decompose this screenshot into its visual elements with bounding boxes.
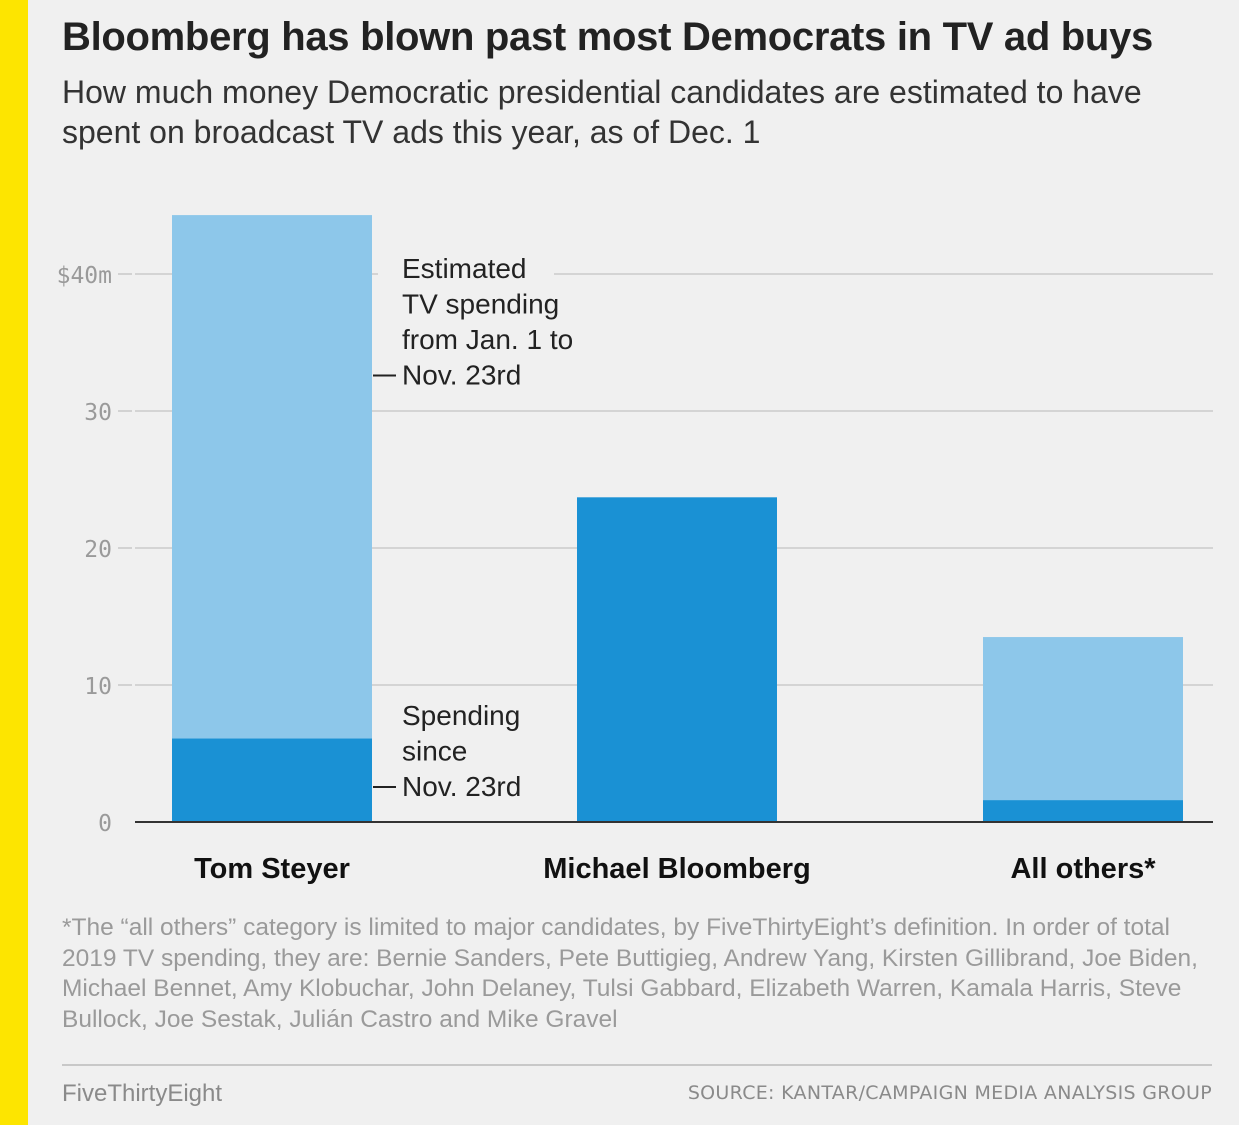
bar-segment bbox=[577, 497, 777, 822]
x-category-label: Michael Bloomberg bbox=[543, 853, 811, 885]
annotation-text: since bbox=[402, 736, 467, 767]
source-credit: SOURCE: KANTAR/CAMPAIGN MEDIA ANALYSIS G… bbox=[687, 1082, 1212, 1104]
bar-segment bbox=[172, 738, 372, 822]
chart-subtitle: How much money Democratic presidential c… bbox=[62, 74, 1142, 150]
accent-side-bar bbox=[0, 0, 28, 1125]
y-tick-label: 20 bbox=[84, 537, 112, 563]
y-tick-label: 30 bbox=[84, 400, 112, 426]
bar-segment bbox=[172, 215, 372, 739]
x-category-label: Tom Steyer bbox=[194, 853, 350, 885]
brand-name: FiveThirtyEight bbox=[62, 1080, 223, 1107]
annotation-backdrop bbox=[378, 250, 554, 300]
bar-chart: 0 10 20 30 $40m Tom Steyer Michael Bloomberg Al… bbox=[57, 215, 1213, 885]
y-tick-label: $40m bbox=[57, 263, 112, 289]
bars bbox=[172, 215, 1183, 822]
annotation-text: TV spending bbox=[402, 289, 559, 320]
bar-segment bbox=[983, 800, 1183, 822]
annotation-text: from Jan. 1 to bbox=[402, 324, 573, 355]
x-category-label: All others* bbox=[1010, 853, 1156, 885]
y-tick-label: 0 bbox=[98, 811, 112, 837]
annotations: Estimated TV spending from Jan. 1 to Nov. 2… bbox=[373, 250, 573, 802]
annotation-text: Spending bbox=[402, 700, 520, 731]
bar-segment bbox=[983, 637, 1183, 801]
footer-divider bbox=[62, 1064, 1212, 1066]
y-tick-label: 10 bbox=[84, 674, 112, 700]
annotation-text: Nov. 23rd bbox=[402, 771, 521, 802]
chart-title: Bloomberg has blown past most Democrats … bbox=[62, 15, 1153, 59]
annotation-text: Estimated bbox=[402, 253, 527, 284]
axes: 0 10 20 30 $40m Tom Steyer Michael Bloomberg Al… bbox=[57, 263, 1213, 885]
footnote: *The “all others” category is limited to… bbox=[62, 914, 1198, 1033]
annotation-text: Nov. 23rd bbox=[402, 360, 521, 391]
